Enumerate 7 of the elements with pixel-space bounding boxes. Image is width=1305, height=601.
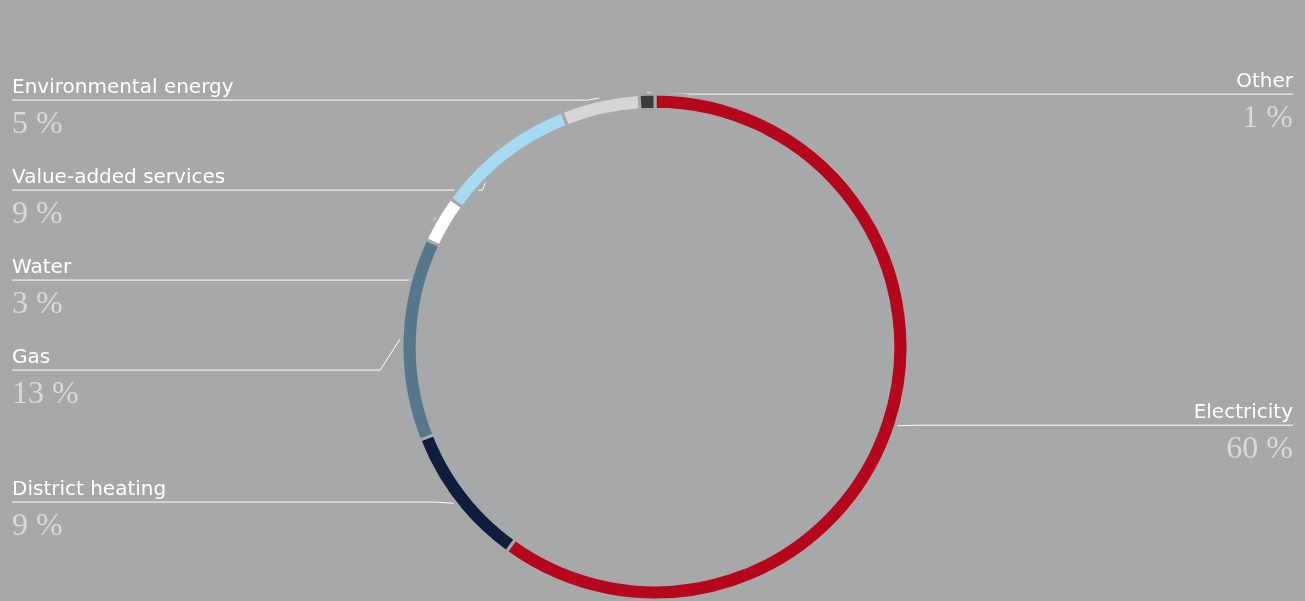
slice-label: Other: [1236, 68, 1294, 93]
slice-label: District heating: [12, 476, 167, 501]
slice-label: Value-added services: [12, 164, 226, 189]
slice-label: Environmental energy: [12, 74, 234, 99]
slice-label: Electricity: [1193, 399, 1294, 424]
slice-label: Water: [12, 254, 72, 279]
slice-label: Gas: [12, 344, 51, 369]
